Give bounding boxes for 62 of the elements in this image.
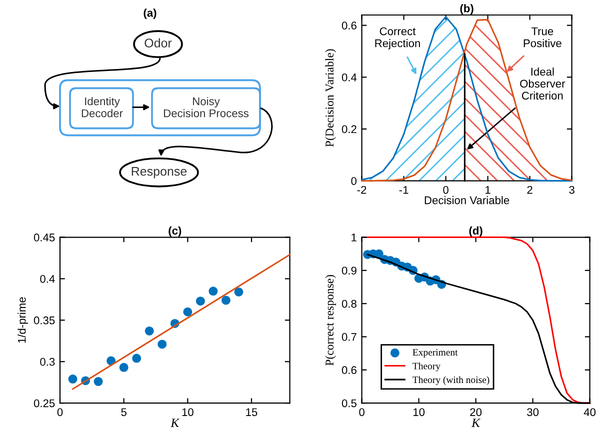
y-tick-label: 0.2 xyxy=(342,125,356,134)
legend-label: Experiment xyxy=(412,349,458,358)
y-tick-label: 0.4 xyxy=(40,274,55,283)
point xyxy=(132,354,142,363)
y-tick-label: 0.3 xyxy=(40,358,55,366)
text: Identity Decoder xyxy=(82,97,123,118)
point xyxy=(234,287,244,296)
y-tick-label: 0.35 xyxy=(34,316,55,324)
chart-title: (b) xyxy=(460,4,474,15)
x-tick-label: -1 xyxy=(399,186,408,194)
x-tick-label: 0 xyxy=(57,408,63,416)
point xyxy=(94,377,103,386)
x-tick-label: 10 xyxy=(182,408,194,416)
y-tick-label: 0.7 xyxy=(342,333,356,341)
point xyxy=(208,286,218,296)
point xyxy=(221,296,230,305)
y-tick-label: 0.4 xyxy=(342,73,357,82)
y-tick-label: 0.8 xyxy=(342,300,356,308)
x-tick-label: 30 xyxy=(527,408,539,416)
y-tick-label: 1 xyxy=(352,234,356,242)
point xyxy=(158,340,167,349)
point xyxy=(106,356,116,366)
point xyxy=(68,374,78,384)
x-tick-label: 20 xyxy=(470,408,482,416)
chart-title: (c) xyxy=(168,226,182,237)
x-axis-title: K xyxy=(170,418,180,427)
x-tick-label: 0 xyxy=(443,186,448,194)
annotation: Correct Rejection xyxy=(375,27,420,50)
text: (a) xyxy=(144,8,156,19)
x-tick-label: -2 xyxy=(357,186,366,194)
text: Response xyxy=(132,167,187,178)
annotation: True Positive xyxy=(524,27,562,48)
x-tick-label: 0 xyxy=(359,408,364,416)
x-axis-title: Decision Variable xyxy=(424,196,510,204)
y-axis-title: 1/d-prime xyxy=(18,297,28,343)
y-tick-label: 0.5 xyxy=(342,399,356,408)
legend-label: Theory (with noise) xyxy=(412,376,490,386)
x-tick-label: 3 xyxy=(569,186,574,194)
y-tick-label: 0 xyxy=(351,177,357,185)
x-tick-label: 10 xyxy=(413,408,425,416)
x-tick-label: 5 xyxy=(121,408,126,416)
y-axis-title: P(Decision Variable) xyxy=(325,49,336,147)
y-tick-label: 0.25 xyxy=(34,399,55,408)
x-tick-label: 2 xyxy=(527,186,532,194)
chart-title: (d) xyxy=(469,226,482,237)
point xyxy=(183,307,192,316)
x-tick-label: 1 xyxy=(486,186,490,194)
point xyxy=(196,296,205,306)
y-tick-label: 0.9 xyxy=(342,266,356,275)
text: Odor xyxy=(144,38,172,48)
y-tick-label: 0.6 xyxy=(342,22,356,30)
x-axis-title: K xyxy=(471,418,481,427)
x-tick-label: 40 xyxy=(584,408,596,416)
legend-label: Theory xyxy=(412,362,440,372)
y-tick-label: 0.45 xyxy=(34,234,55,242)
x-tick-label: 15 xyxy=(246,408,258,416)
text: Noisy Decision Process xyxy=(164,97,249,118)
point xyxy=(119,362,128,372)
point xyxy=(144,326,154,336)
y-tick-label: 0.6 xyxy=(342,366,356,374)
y-axis-title: P(correct response) xyxy=(325,274,336,366)
annotation: Ideal Observer Criterion xyxy=(520,67,566,100)
